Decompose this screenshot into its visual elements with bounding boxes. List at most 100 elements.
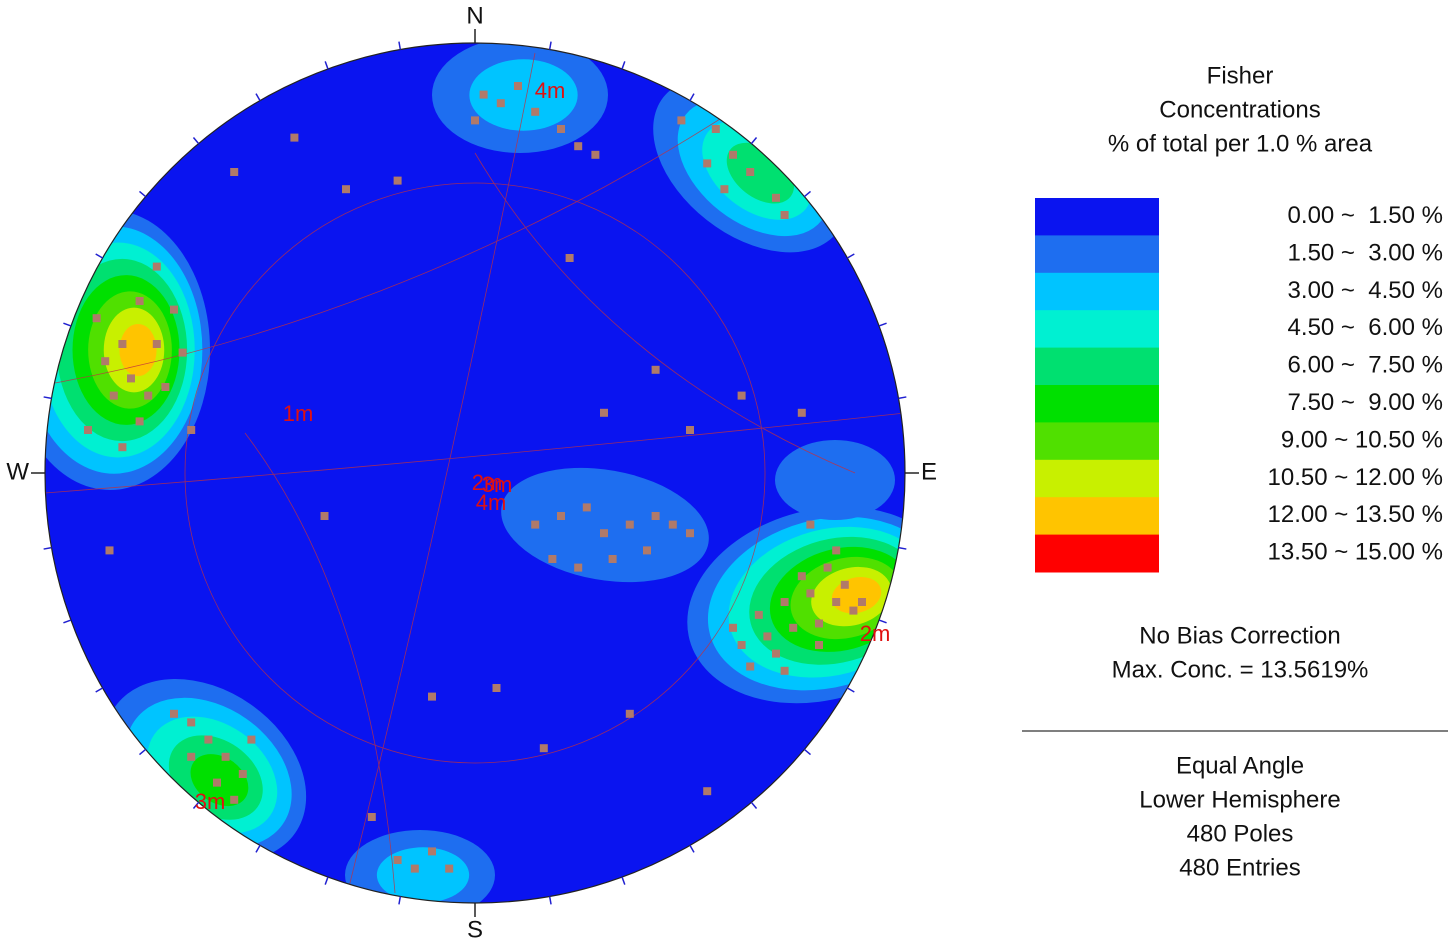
contour: [119, 323, 157, 377]
pole: [806, 589, 815, 598]
pole: [703, 159, 712, 168]
pole: [247, 735, 256, 744]
pole: [686, 426, 694, 434]
plane: [54, 82, 776, 384]
pole: [342, 185, 350, 194]
pole: [737, 641, 746, 649]
pole: [729, 623, 737, 632]
contours: [45, 43, 905, 903]
pole: [729, 150, 737, 159]
legend-swatch: [1035, 347, 1159, 386]
compass-tick: [878, 322, 887, 327]
legend: Fisher Concentrations % of total per 1.0 %…: [1035, 62, 1443, 881]
compass-tick: [548, 41, 552, 50]
compass-tick: [803, 748, 812, 756]
pole: [204, 735, 213, 744]
pole: [608, 555, 617, 563]
legend-label: 12.00 ~ 13.50 %: [1268, 501, 1443, 528]
plane: [474, 152, 856, 474]
pole: [92, 314, 101, 323]
pole: [428, 692, 436, 701]
info: 480 Poles: [1187, 820, 1294, 847]
pole: [230, 168, 239, 176]
set-label: 4m: [535, 78, 566, 103]
compass-tick: [95, 687, 103, 693]
pole: [170, 305, 178, 314]
pole: [471, 116, 479, 125]
compass-tick: [621, 876, 626, 885]
pole: [797, 408, 806, 417]
legend-swatch: [1035, 272, 1159, 311]
compass-tick: [63, 322, 72, 327]
compass-tick: [43, 546, 52, 550]
pole: [780, 666, 789, 675]
pole: [651, 365, 660, 374]
pole: [832, 546, 841, 555]
pole: [144, 391, 153, 400]
legend-label: 10.50 ~ 12.00 %: [1268, 464, 1443, 491]
pole: [720, 185, 729, 194]
compass-tick: [324, 61, 329, 70]
pole: [221, 752, 230, 761]
compass-tick: [324, 876, 329, 885]
pole: [161, 383, 170, 391]
compass-tick: [548, 896, 552, 905]
pole: [135, 417, 144, 426]
compass-tick: [847, 687, 855, 693]
plane: [244, 432, 396, 894]
pole: [531, 107, 540, 116]
pole: [686, 529, 694, 538]
pole: [428, 847, 436, 856]
pole: [178, 348, 187, 357]
compass-tick: [898, 396, 907, 400]
set-label: 2m: [860, 621, 891, 646]
pole: [849, 606, 858, 615]
legend-label: 0.00 ~ 1.50 %: [1288, 202, 1443, 229]
legend-label: 3.00 ~ 4.50 %: [1288, 277, 1443, 304]
contour: [469, 59, 578, 131]
compass-tick: [138, 748, 147, 756]
pole: [109, 391, 118, 400]
net-background: [45, 43, 905, 903]
pole: [105, 546, 114, 555]
pole: [152, 340, 161, 348]
pole: [367, 813, 376, 821]
pole: [84, 426, 92, 434]
compass-tick: [803, 190, 812, 198]
pole: [600, 529, 608, 538]
legend-swatch: [1035, 422, 1159, 461]
info: Equal Angle: [1176, 752, 1304, 779]
pole: [187, 426, 196, 434]
pole: [625, 520, 634, 529]
plane: [344, 52, 536, 903]
pole: [746, 168, 755, 176]
pole: [746, 662, 755, 671]
pole: [230, 795, 239, 804]
legend-swatch: [1035, 385, 1159, 423]
compass-tick: [847, 253, 855, 259]
pole: [797, 572, 806, 581]
pole: [780, 598, 789, 606]
pole: [600, 408, 608, 417]
pole: [815, 619, 823, 628]
compass-label: N: [466, 2, 483, 29]
pole: [772, 193, 780, 202]
pole: [763, 632, 772, 641]
compass-tick: [689, 93, 695, 101]
compass-tick: [255, 93, 261, 101]
pole: [496, 99, 505, 108]
pole: [832, 598, 841, 606]
legend-label: 4.50 ~ 6.00 %: [1288, 314, 1443, 341]
pole: [737, 391, 746, 400]
pole: [127, 374, 135, 383]
info: Lower Hemisphere: [1139, 786, 1340, 813]
compass-tick: [398, 896, 402, 905]
pole: [591, 150, 600, 159]
compass-tick: [898, 546, 907, 550]
legend-title: % of total per 1.0 % area: [1108, 130, 1373, 157]
compass-tick: [63, 619, 72, 624]
pole: [290, 133, 299, 142]
legend-swatch: [1035, 235, 1159, 274]
